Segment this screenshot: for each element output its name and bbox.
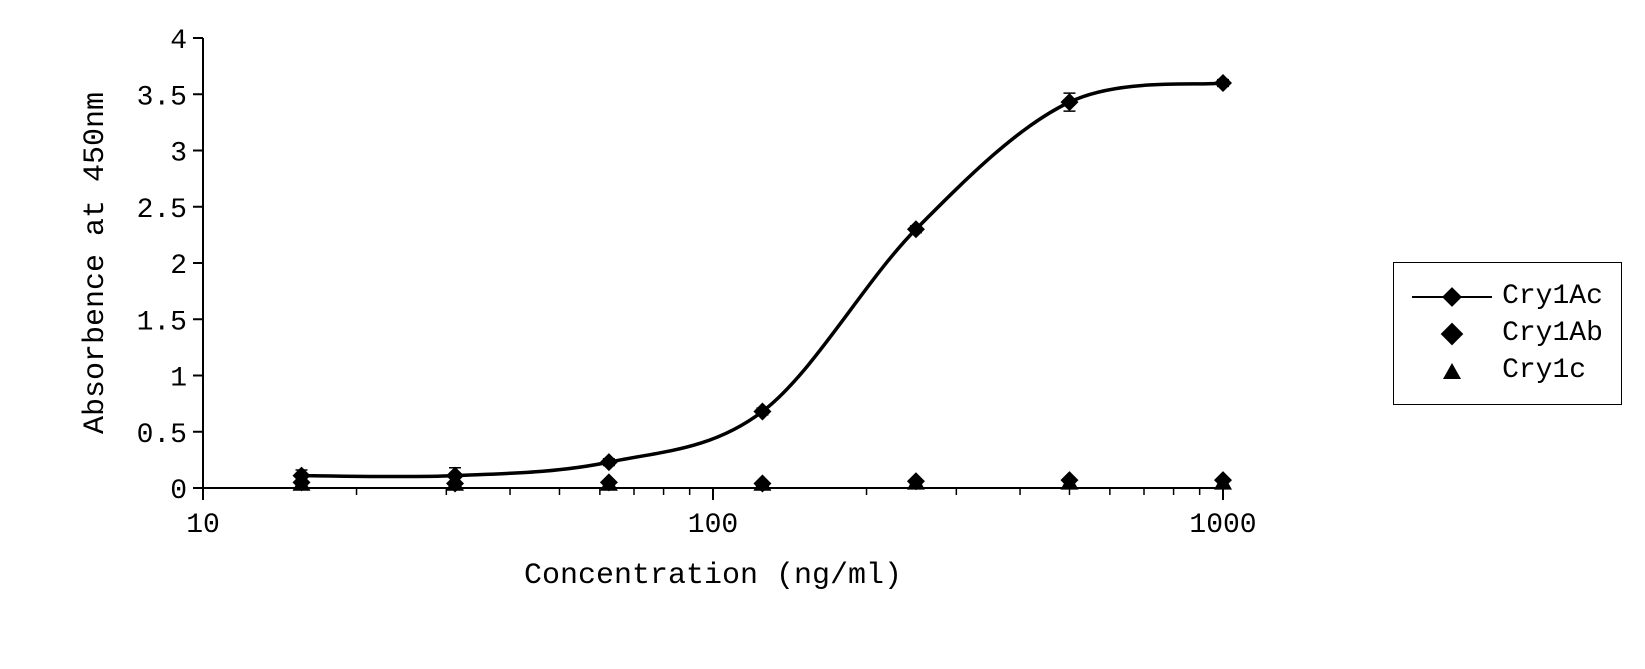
legend-line-diamond-icon <box>1412 296 1492 298</box>
svg-text:1000: 1000 <box>1189 510 1256 541</box>
legend-label: Cry1Ab <box>1502 318 1603 349</box>
legend-diamond-icon <box>1412 326 1492 342</box>
svg-text:Absorbence at 450nm: Absorbence at 450nm <box>79 91 113 433</box>
legend-item-cry1ac: Cry1Ac <box>1412 281 1603 312</box>
svg-text:1.5: 1.5 <box>137 307 187 338</box>
svg-text:3: 3 <box>170 138 187 169</box>
svg-text:Concentration (ng/ml): Concentration (ng/ml) <box>524 559 902 593</box>
svg-text:100: 100 <box>688 510 738 541</box>
svg-text:2: 2 <box>170 251 187 282</box>
svg-text:0: 0 <box>170 476 187 507</box>
legend-item-cry1ab: Cry1Ab <box>1412 318 1603 349</box>
svg-text:4: 4 <box>170 26 187 57</box>
chart-svg: 0 0.5 1 1.5 2 2.5 3 3.5 4 10 100 1000 Concentration … <box>23 0 1373 665</box>
legend: Cry1Ac Cry1Ab Cry1c <box>1393 262 1622 405</box>
svg-text:2.5: 2.5 <box>137 194 187 225</box>
chart-container: 0 0.5 1 1.5 2 2.5 3 3.5 4 10 100 1000 Concentration … <box>23 0 1622 669</box>
svg-text:1: 1 <box>170 363 187 394</box>
legend-item-cry1c: Cry1c <box>1412 355 1603 386</box>
legend-label: Cry1Ac <box>1502 281 1603 312</box>
legend-label: Cry1c <box>1502 355 1586 386</box>
chart-plot-area: 0 0.5 1 1.5 2 2.5 3 3.5 4 10 100 1000 Concentration … <box>23 0 1373 669</box>
svg-text:10: 10 <box>186 510 220 541</box>
legend-triangle-icon <box>1412 363 1492 379</box>
svg-text:3.5: 3.5 <box>137 82 187 113</box>
svg-text:0.5: 0.5 <box>137 419 187 450</box>
